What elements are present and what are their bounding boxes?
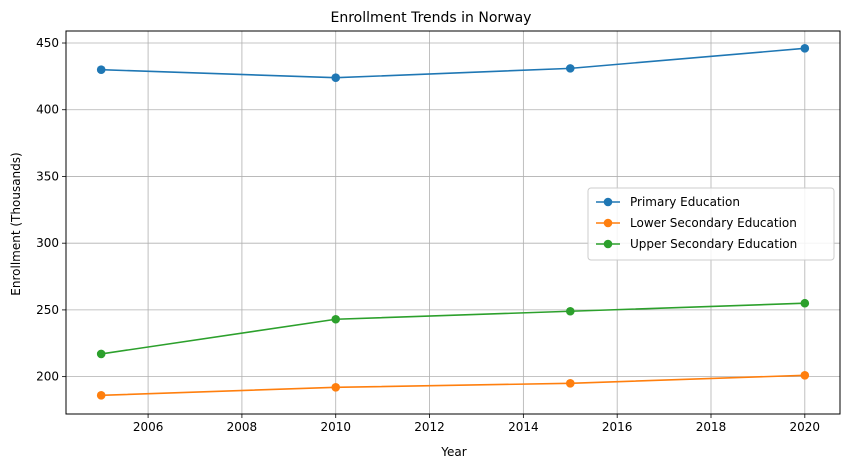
data-point xyxy=(331,314,341,324)
legend: Primary Education Lower Secondary Educati… xyxy=(587,187,835,261)
legend-label: Upper Secondary Education xyxy=(630,237,797,251)
legend-swatch-marker xyxy=(603,239,613,249)
data-point xyxy=(800,44,810,53)
ticks: 2006 2008 2010 2012 2014 2016 2018 2020 200 250 30… xyxy=(36,36,820,434)
y-axis-label: Enrollment (Thousands) xyxy=(9,152,23,295)
y-tick-label: 300 xyxy=(36,236,59,250)
data-point xyxy=(331,73,341,83)
legend-label: Lower Secondary Education xyxy=(630,216,797,230)
data-point xyxy=(96,391,106,400)
x-tick-label: 2016 xyxy=(602,420,633,434)
y-tick-label: 350 xyxy=(36,169,59,183)
x-tick-label: 2012 xyxy=(414,420,445,434)
data-point xyxy=(331,383,341,392)
data-point xyxy=(565,64,575,73)
y-tick-label: 400 xyxy=(36,103,59,117)
series-line-3 xyxy=(101,302,805,355)
legend-label: Primary Education xyxy=(630,195,740,209)
y-tick-label: 450 xyxy=(36,36,59,50)
y-tick-label: 200 xyxy=(36,370,59,384)
x-tick-label: 2008 xyxy=(227,420,258,434)
series-layer xyxy=(96,44,810,400)
x-tick-label: 2014 xyxy=(508,420,539,434)
axes-frame xyxy=(65,30,841,415)
x-axis-label: Year xyxy=(440,445,466,459)
series-line-2 xyxy=(101,374,805,397)
chart-title: Enrollment Trends in Norway xyxy=(331,10,532,26)
legend-box xyxy=(587,187,835,261)
legend-swatch-marker xyxy=(603,218,613,228)
data-point xyxy=(96,65,106,75)
data-point xyxy=(800,298,810,308)
x-tick-label: 2018 xyxy=(696,420,727,434)
data-point xyxy=(800,370,810,380)
data-point xyxy=(565,379,575,388)
data-point xyxy=(96,349,106,359)
series-line-1 xyxy=(101,47,805,79)
x-tick-label: 2010 xyxy=(320,420,351,434)
y-tick-label: 250 xyxy=(36,303,59,317)
x-tick-label: 2020 xyxy=(790,420,821,434)
x-tick-label: 2006 xyxy=(133,420,164,434)
legend-swatch-marker xyxy=(603,197,613,207)
data-point xyxy=(565,306,575,316)
